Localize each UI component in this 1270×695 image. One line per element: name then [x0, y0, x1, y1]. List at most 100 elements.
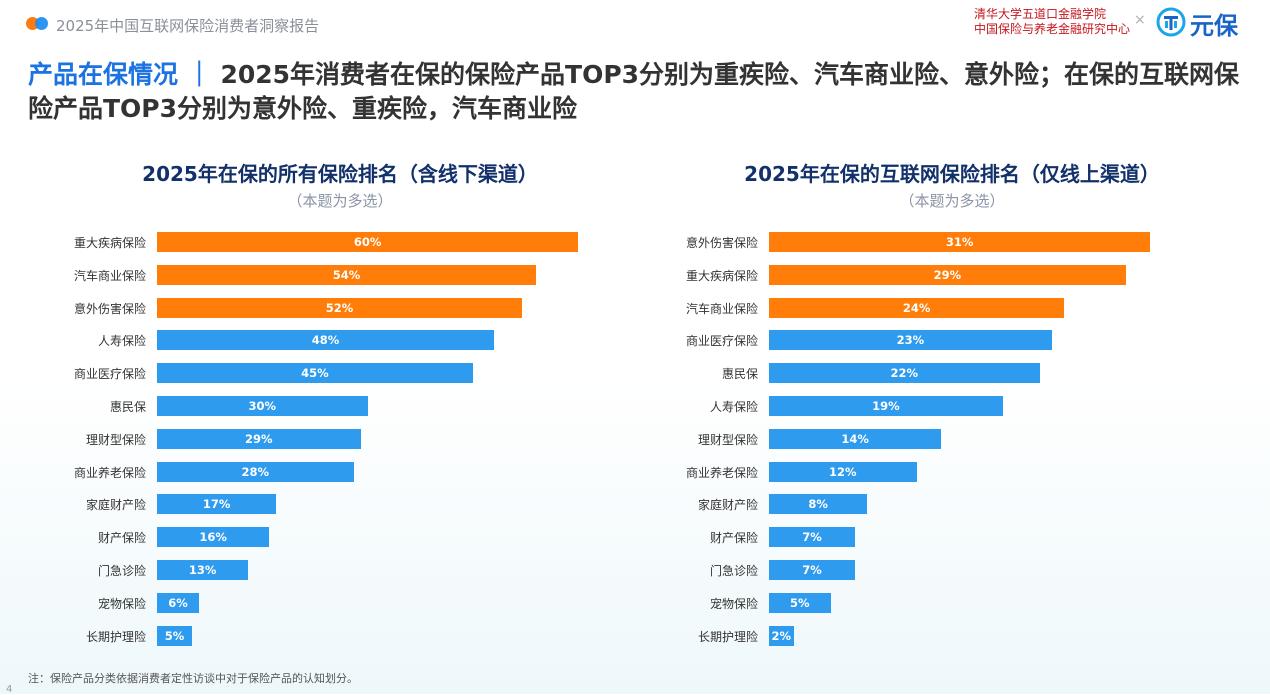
bar [157, 330, 494, 351]
bar-top3 [769, 264, 1126, 285]
data-label: 28% [241, 464, 270, 479]
category-label: 重大疾病保险 [73, 236, 146, 250]
blue-dot-icon [35, 17, 48, 30]
category-label: 人寿保险 [709, 400, 758, 414]
category-label: 人寿保险 [97, 334, 146, 349]
category-label: 财产保险 [97, 531, 146, 546]
category-label: 汽车商业保险 [685, 301, 758, 316]
page-header: 2025年中国互联网保险消费者洞察报告 清华大学五道口金融学院 中国保险与养老金… [0, 0, 1270, 50]
bar-top3 [157, 232, 579, 252]
chart-subtitle: （本题为多选） [899, 192, 1005, 210]
brand-name: 元保 [1190, 12, 1238, 40]
data-label: 6% [168, 595, 188, 610]
category-label: 财产保险 [709, 531, 758, 546]
bar [769, 461, 917, 482]
institution-name: 清华大学五道口金融学院 中国保险与养老金融研究中心 [974, 7, 1130, 37]
data-label: 45% [301, 366, 329, 381]
category-label: 宠物保险 [709, 596, 758, 611]
bar-plot-area: 意外伤害保险 31% 重大疾病保险 29% 汽车商业保险 24% 商业医疗保险 23% 惠民保 2… [672, 222, 1232, 652]
bar [769, 625, 794, 646]
bar [769, 396, 1003, 416]
bar [157, 494, 277, 515]
data-label: 29% [933, 267, 962, 282]
data-label: 5% [164, 628, 185, 643]
bar [769, 592, 831, 613]
category-label: 商业医疗保险 [685, 334, 758, 349]
data-label: 30% [248, 399, 277, 413]
data-label: 7% [802, 530, 822, 545]
bar [157, 396, 368, 416]
category-label: 理财型保险 [697, 432, 758, 447]
category-label: 家庭财产险 [697, 498, 758, 513]
data-label: 7% [802, 563, 822, 577]
data-label: 2% [771, 628, 792, 643]
category-label: 商业养老保险 [73, 465, 146, 480]
partner-separator: × [1134, 12, 1146, 28]
data-label: 16% [199, 530, 227, 545]
data-label: 24% [902, 300, 931, 315]
report-title: 2025年中国互联网保险消费者洞察报告 [56, 17, 320, 35]
brand-logo-icon [1156, 7, 1186, 37]
data-label: 29% [245, 431, 273, 446]
data-label: 60% [353, 235, 382, 249]
slide-headline: 产品在保情况 ｜ 2025年消费者在保的保险产品TOP3分别为重疾险、汽车商业险… [28, 58, 1258, 126]
page-number: 4 [6, 684, 13, 695]
data-label: 23% [896, 333, 925, 348]
chart-title: 2025年在保的互联网保险排名（仅线上渠道） [744, 162, 1160, 186]
bar-top3 [769, 232, 1151, 252]
footnote: 注：保险产品分类依据消费者定性访谈中对于保险产品的认知划分。 [28, 672, 358, 685]
category-label: 门急诊险 [97, 564, 146, 578]
category-label: 长期护理险 [697, 629, 758, 644]
data-label: 52% [325, 300, 354, 315]
bar [769, 363, 1040, 384]
institution-line-1: 清华大学五道口金融学院 [973, 7, 1106, 21]
bar [157, 527, 270, 548]
data-label: 22% [890, 366, 919, 381]
bar [769, 560, 856, 580]
bar [157, 625, 193, 646]
category-label: 商业养老保险 [685, 465, 758, 480]
bar [769, 330, 1052, 351]
category-label: 商业医疗保险 [73, 367, 146, 382]
category-label: 汽车商业保险 [73, 268, 146, 283]
category-label: 意外伤害保险 [73, 301, 146, 316]
bar [769, 527, 856, 548]
bar-plot-area: 重大疾病保险 60% 汽车商业保险 54% 意外伤害保险 52% 人寿保险 48% 商业医疗保险… [60, 222, 620, 652]
category-label: 惠民保 [109, 400, 146, 414]
data-label: 5% [789, 595, 810, 610]
category-label: 意外伤害保险 [685, 236, 758, 250]
bar [157, 363, 473, 384]
data-label: 8% [808, 497, 828, 512]
category-label: 长期护理险 [85, 629, 146, 644]
headline-lead: 产品在保情况 ｜ [28, 60, 212, 89]
chart-title: 2025年在保的所有保险排名（含线下渠道） [142, 162, 538, 186]
data-label: 17% [202, 497, 231, 512]
data-label: 54% [332, 267, 361, 282]
category-label: 宠物保险 [97, 596, 146, 611]
bar-top3 [157, 297, 523, 318]
chart-online-channels: 2025年在保的互联网保险排名（仅线上渠道） （本题为多选） 意外伤害保险 31%… [672, 152, 1232, 652]
report-logo-dots-icon [26, 17, 52, 31]
bar [157, 461, 354, 482]
category-label: 重大疾病保险 [685, 268, 758, 283]
data-label: 31% [945, 235, 974, 249]
chart-all-channels: 2025年在保的所有保险排名（含线下渠道） （本题为多选） 重大疾病保险 60% 汽… [60, 152, 620, 652]
institution-line-2: 中国保险与养老金融研究中心 [973, 22, 1130, 36]
bar [157, 560, 249, 580]
data-label: 12% [829, 464, 857, 479]
category-label: 理财型保险 [85, 432, 146, 447]
bar-top3 [769, 297, 1065, 318]
chart-subtitle: （本题为多选） [287, 192, 393, 210]
data-label: 13% [188, 563, 217, 577]
bar [157, 428, 361, 449]
category-label: 家庭财产险 [85, 498, 146, 513]
data-label: 19% [872, 399, 900, 413]
bar [769, 428, 942, 449]
category-label: 惠民保 [721, 367, 758, 382]
data-label: 14% [841, 431, 869, 446]
headline-text: 2025年消费者在保的保险产品TOP3分别为重疾险、汽车商业险、意外险；在保的互… [28, 60, 1240, 123]
data-label: 48% [311, 333, 340, 348]
category-label: 门急诊险 [709, 564, 758, 578]
bar-top3 [157, 264, 537, 285]
bar [769, 494, 868, 515]
